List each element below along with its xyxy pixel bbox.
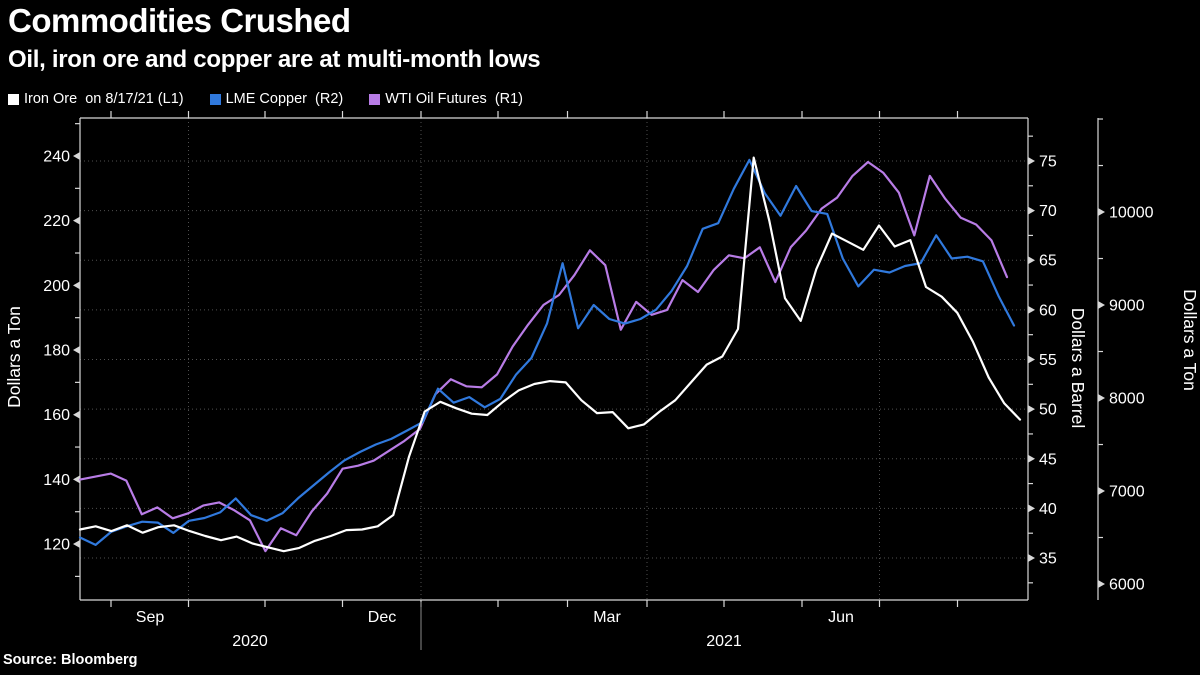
tick-arrow	[73, 216, 80, 225]
y-tick-label: 7000	[1109, 484, 1145, 501]
y-tick-label: 65	[1039, 253, 1057, 270]
tick-arrow	[1028, 405, 1035, 414]
y-tick-label: 220	[43, 213, 70, 230]
tick-arrow	[1098, 487, 1105, 496]
tick-arrow	[73, 151, 80, 160]
x-axis: Sep Dec Mar Jun 2020 2021	[110, 111, 959, 650]
y-tick-label: 8000	[1109, 391, 1145, 408]
legend-swatch-iron-ore	[8, 93, 19, 105]
tick-arrow	[73, 346, 80, 355]
y-tick-label: 45	[1039, 451, 1057, 468]
wti-oil-line	[78, 160, 1009, 553]
y-tick-label: 160	[43, 407, 70, 424]
right-axis-barrel: 35 40 45 50 55 60 65 70 75 Dollars a Barrel	[1028, 135, 1088, 584]
gridlines	[80, 118, 1028, 600]
legend-item-lme-copper: LME Copper (R2)	[209, 91, 344, 107]
y-tick-label: 6000	[1109, 577, 1145, 594]
tick-arrow	[73, 475, 80, 484]
month-label: Mar	[593, 609, 621, 626]
chart-header: Commodities Crushed Oil, iron ore and co…	[8, 2, 541, 74]
y-tick-label: 140	[43, 472, 70, 489]
y-tick-label: 75	[1039, 153, 1057, 170]
tick-arrow	[1028, 504, 1035, 513]
legend-label: Iron Ore on 8/17/21 (L1)	[24, 91, 184, 107]
source-credit: Source: Bloomberg	[3, 652, 138, 668]
legend-item-wti-oil: WTI Oil Futures (R1)	[369, 91, 523, 107]
tick-arrow	[1098, 394, 1105, 403]
chart-legend: Iron Ore on 8/17/21 (L1) LME Copper (R2) W…	[8, 91, 523, 107]
tick-arrow	[1028, 256, 1035, 265]
y-tick-label: 10000	[1109, 205, 1154, 222]
tick-arrow	[73, 281, 80, 290]
y-axis-title: Dollars a Ton	[1180, 289, 1200, 391]
month-label: Dec	[368, 609, 396, 626]
year-label: 2021	[706, 633, 742, 650]
y-tick-label: 40	[1039, 501, 1057, 518]
legend-label: LME Copper (R2)	[225, 91, 344, 107]
tick-arrow	[1098, 580, 1105, 589]
tick-arrow	[1028, 305, 1035, 314]
month-label: Jun	[828, 609, 854, 626]
y-axis-title: Dollars a Ton	[4, 306, 24, 408]
y-tick-label: 55	[1039, 352, 1057, 369]
tick-arrow	[1028, 355, 1035, 364]
y-axis-title: Dollars a Barrel	[1068, 308, 1088, 429]
y-tick-label: 240	[43, 148, 70, 165]
tick-arrow	[73, 540, 80, 549]
y-tick-label: 120	[43, 537, 70, 554]
left-axis: 120 140 160 180 200 220 240 Dollars a Ton	[4, 123, 80, 577]
lme-copper-line	[78, 158, 1016, 546]
page-title: Commodities Crushed	[8, 2, 351, 39]
year-label: 2020	[232, 633, 268, 650]
y-tick-label: 60	[1039, 302, 1057, 319]
tick-arrow	[1028, 554, 1035, 563]
y-tick-label: 50	[1039, 402, 1057, 419]
tick-arrow	[73, 410, 80, 419]
iron-ore-line	[78, 156, 1022, 553]
tick-arrow	[1028, 206, 1035, 215]
month-label: Sep	[136, 609, 165, 626]
legend-swatch-wti-oil	[369, 93, 381, 105]
y-tick-label: 70	[1039, 203, 1057, 220]
tick-arrow	[1098, 208, 1105, 217]
legend-swatch-lme-copper	[209, 93, 221, 105]
right-axis-ton: 6000 7000 8000 9000 10000 Dollars a Ton	[1098, 118, 1200, 594]
tick-arrow	[1028, 454, 1035, 463]
tick-arrow	[1028, 156, 1035, 165]
legend-item-iron-ore: Iron Ore on 8/17/21 (L1)	[8, 91, 184, 107]
chart-subtitle: Oil, iron ore and copper are at multi-mo…	[8, 45, 541, 73]
y-tick-label: 9000	[1109, 298, 1145, 315]
tick-arrow	[1098, 301, 1105, 310]
y-tick-label: 200	[43, 278, 70, 295]
y-tick-label: 180	[43, 343, 70, 360]
y-tick-label: 35	[1039, 551, 1057, 568]
legend-label: WTI Oil Futures (R1)	[385, 91, 524, 107]
